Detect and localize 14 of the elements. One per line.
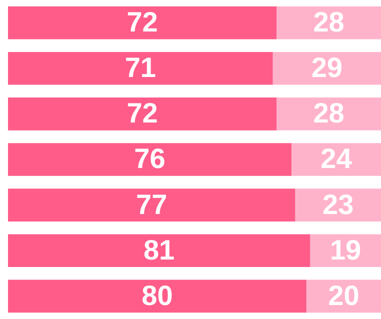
data-label: 72 [126, 98, 158, 129]
data-label: 81 [143, 234, 175, 266]
data-label: 28 [313, 98, 344, 129]
data-label: 19 [330, 234, 362, 266]
data-label: 72 [126, 6, 158, 38]
data-label: 23 [322, 188, 354, 220]
data-label: 24 [320, 143, 352, 174]
data-label: 20 [328, 280, 360, 311]
data-label: 77 [136, 188, 168, 220]
data-label: 29 [311, 52, 342, 84]
data-label: 28 [313, 6, 344, 38]
data-label: 71 [124, 52, 156, 84]
data-label: 76 [134, 143, 166, 174]
data-label: 80 [142, 280, 173, 311]
